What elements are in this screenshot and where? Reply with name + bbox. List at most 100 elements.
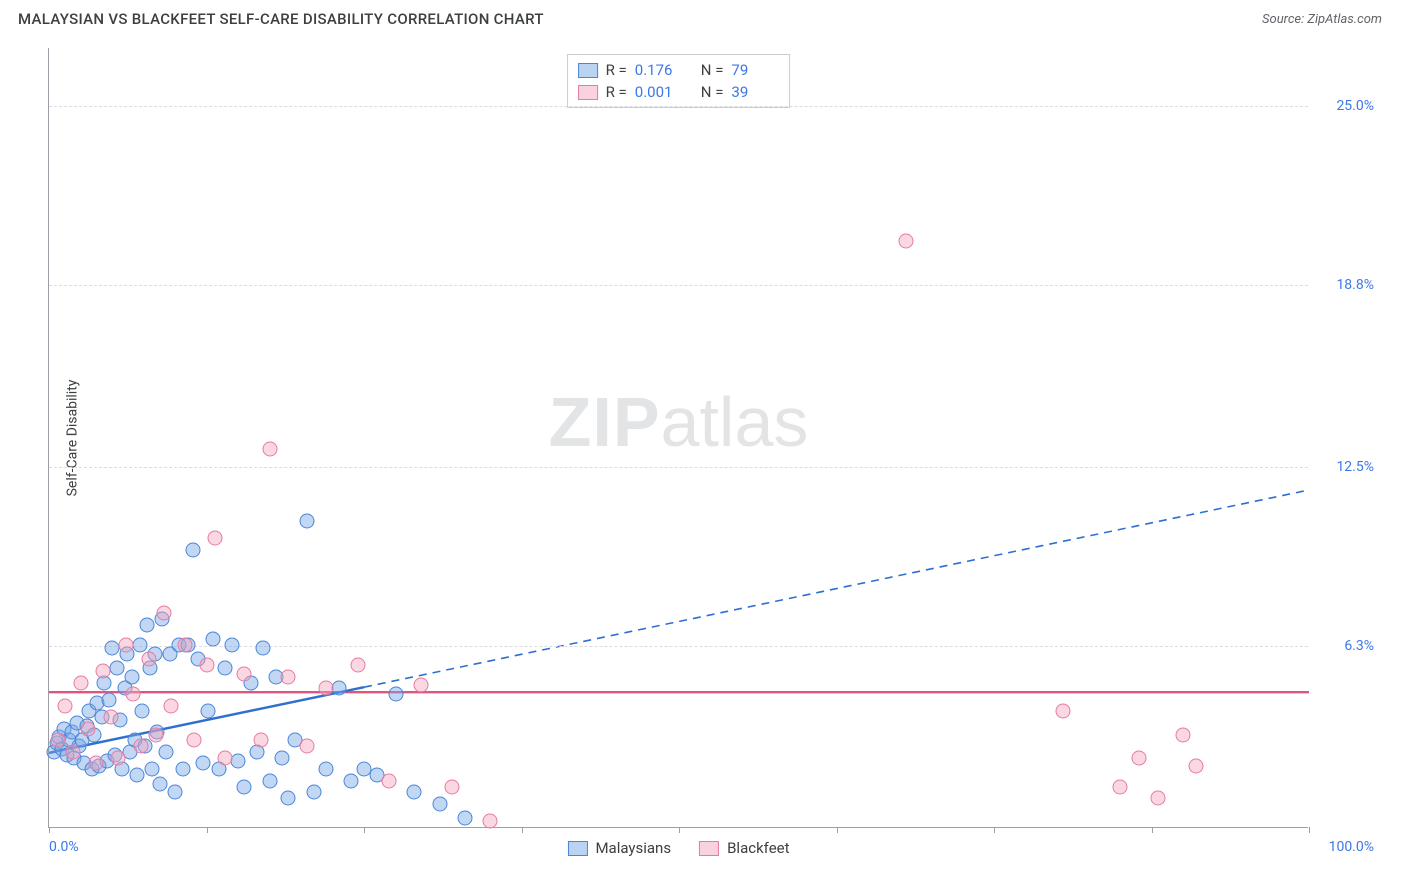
x-tick	[364, 827, 365, 833]
data-point	[407, 785, 422, 800]
data-point	[432, 796, 447, 811]
data-point	[1176, 727, 1191, 742]
data-point	[118, 638, 133, 653]
swatch-icon	[699, 841, 719, 856]
data-point	[445, 779, 460, 794]
x-tick	[1152, 827, 1153, 833]
data-point	[224, 638, 239, 653]
data-point	[156, 606, 171, 621]
y-tick-label: 25.0%	[1336, 98, 1374, 114]
data-point	[300, 739, 315, 754]
correlation-legend: R = 0.176 N = 79 R = 0.001 N = 39	[567, 54, 791, 108]
data-point	[110, 661, 125, 676]
data-point	[898, 233, 913, 248]
data-point	[205, 632, 220, 647]
data-point	[319, 762, 334, 777]
gridline	[49, 467, 1308, 468]
data-point	[126, 687, 141, 702]
data-point	[149, 727, 164, 742]
swatch-icon	[567, 841, 587, 856]
data-point	[262, 441, 277, 456]
watermark: ZIPatlas	[549, 382, 809, 462]
x-tick	[207, 827, 208, 833]
chart-title: MALAYSIAN VS BLACKFEET SELF-CARE DISABIL…	[18, 10, 544, 28]
legend-item: Malaysians	[567, 839, 671, 857]
series-legend: Malaysians Blackfeet	[567, 839, 789, 857]
gridline	[49, 285, 1308, 286]
data-point	[168, 785, 183, 800]
data-point	[281, 669, 296, 684]
data-point	[1150, 791, 1165, 806]
data-point	[81, 721, 96, 736]
data-point	[111, 750, 126, 765]
data-point	[218, 750, 233, 765]
y-tick-label: 12.5%	[1336, 459, 1374, 475]
data-point	[483, 814, 498, 829]
data-point	[1056, 704, 1071, 719]
data-point	[253, 733, 268, 748]
y-tick-label: 6.3%	[1344, 638, 1374, 654]
source-attribution: Source: ZipAtlas.com	[1262, 12, 1382, 27]
data-point	[1113, 779, 1128, 794]
swatch-icon	[578, 85, 598, 100]
chart-header: MALAYSIAN VS BLACKFEET SELF-CARE DISABIL…	[0, 0, 1406, 34]
data-point	[218, 661, 233, 676]
data-point	[125, 669, 140, 684]
x-tick	[679, 827, 680, 833]
x-tick	[1309, 827, 1310, 833]
scatter-plot: ZIPatlas R = 0.176 N = 79 R = 0.001 N = …	[48, 48, 1308, 828]
data-point	[1188, 759, 1203, 774]
data-point	[306, 785, 321, 800]
legend-item: Blackfeet	[699, 839, 789, 857]
data-point	[130, 768, 145, 783]
x-tick	[837, 827, 838, 833]
y-tick-label: 18.8%	[1336, 277, 1374, 293]
data-point	[256, 640, 271, 655]
data-point	[141, 652, 156, 667]
data-point	[145, 762, 160, 777]
legend-row-malaysians: R = 0.176 N = 79	[578, 59, 780, 81]
data-point	[208, 531, 223, 546]
data-point	[200, 704, 215, 719]
data-point	[164, 698, 179, 713]
x-tick	[49, 827, 50, 833]
data-point	[1131, 750, 1146, 765]
data-point	[135, 704, 150, 719]
x-axis-min-label: 0.0%	[49, 839, 79, 855]
data-point	[300, 513, 315, 528]
chart-area: Self-Care Disability ZIPatlas R = 0.176 …	[48, 48, 1378, 828]
trend-lines	[49, 48, 1309, 828]
x-tick	[994, 827, 995, 833]
data-point	[275, 750, 290, 765]
data-point	[195, 756, 210, 771]
data-point	[413, 678, 428, 693]
data-point	[133, 739, 148, 754]
data-point	[102, 692, 117, 707]
data-point	[185, 542, 200, 557]
data-point	[58, 698, 73, 713]
data-point	[237, 666, 252, 681]
data-point	[73, 675, 88, 690]
data-point	[178, 638, 193, 653]
data-point	[140, 617, 155, 632]
data-point	[199, 658, 214, 673]
x-axis-max-label: 100.0%	[1329, 839, 1374, 855]
data-point	[105, 640, 120, 655]
data-point	[152, 776, 167, 791]
data-point	[350, 658, 365, 673]
data-point	[319, 681, 334, 696]
data-point	[237, 779, 252, 794]
data-point	[88, 756, 103, 771]
data-point	[132, 638, 147, 653]
data-point	[281, 791, 296, 806]
data-point	[457, 811, 472, 826]
data-point	[65, 744, 80, 759]
x-tick	[522, 827, 523, 833]
data-point	[186, 733, 201, 748]
data-point	[262, 773, 277, 788]
legend-row-blackfeet: R = 0.001 N = 39	[578, 81, 780, 103]
data-point	[382, 773, 397, 788]
data-point	[96, 664, 111, 679]
gridline	[49, 106, 1308, 107]
swatch-icon	[578, 63, 598, 78]
